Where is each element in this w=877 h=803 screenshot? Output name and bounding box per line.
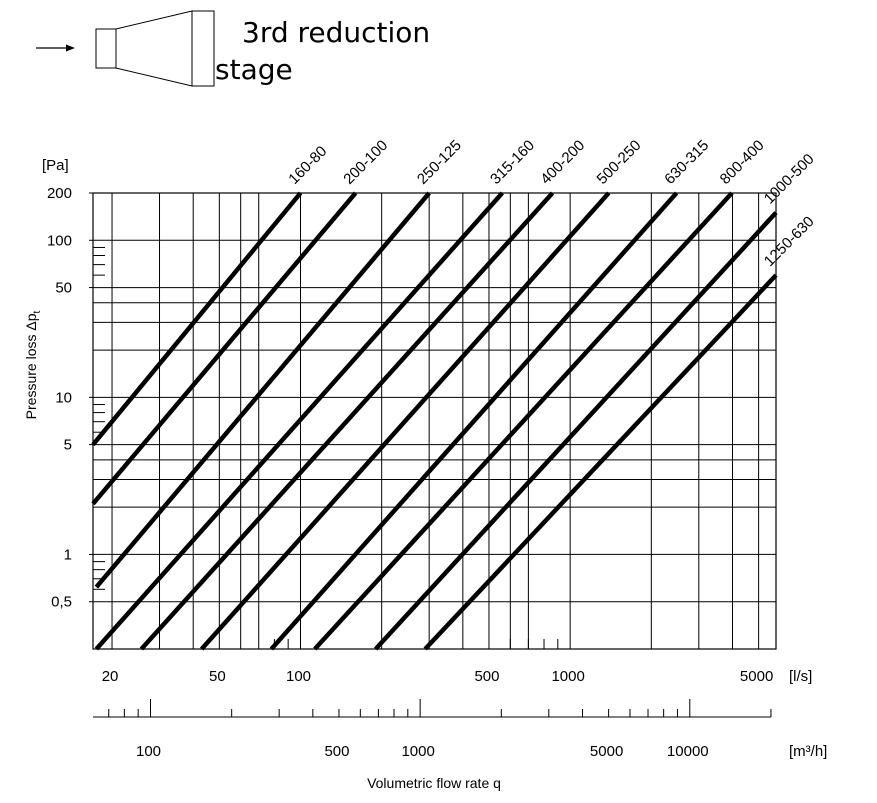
y-axis-label-main: Pressure loss Δp [23,313,39,419]
x2-axis-ticks [108,699,772,717]
series-label-160-80: 160-80 [285,143,330,188]
plot-frame [92,192,777,650]
y-tick-label: 1 [64,546,72,563]
series-line-630-315 [269,191,679,651]
flow-arrow-icon [36,44,75,52]
chart-title-line1: 3rd reduction [242,16,430,49]
x-tick-label: 500 [474,668,499,685]
series-line-800-400 [313,191,734,651]
series-line-400-200 [139,191,555,651]
series-label-200-100: 200-100 [340,137,391,188]
grid-lines [93,193,776,649]
series-line-1000-500 [374,211,778,651]
series-label-315-160: 315-160 [487,137,538,188]
x2-tick-label: 500 [324,743,349,760]
x-tick-label: 100 [286,668,311,685]
y-tick-label: 10 [55,389,72,406]
series-line-200-100 [91,191,358,506]
series-line-315-160 [94,191,504,651]
x-tick-labels: 20 50 100 500 1000 5000 [102,668,774,685]
x2-tick-label: 5000 [590,743,623,760]
reducer-icon [95,10,215,87]
series-line-500-250 [199,191,611,651]
x-tick-label: 1000 [551,668,584,685]
x2-unit-label: [m³/h] [789,743,827,760]
x2-tick-label: 10000 [667,743,709,760]
series-line-1250-630 [423,273,778,651]
y-axis-label-subscript: t [32,310,43,313]
y-tick-labels: 200 100 50 10 5 1 0,5 [47,185,93,611]
y-unit-label: [Pa] [42,157,69,174]
y-tick-label: 100 [47,232,72,249]
y-tick-label: 0,5 [51,594,72,611]
y-tick-label: 50 [55,280,72,297]
series-label-250-125: 250-125 [414,137,465,188]
x-axis-label: Volumetric flow rate q [367,775,501,791]
y-axis-label: Pressure loss Δpt [23,310,43,419]
series-label-500-250: 500-250 [594,137,645,188]
x-tick-label: 5000 [740,668,773,685]
x2-tick-label: 1000 [401,743,434,760]
series-label-400-200: 400-200 [537,137,588,188]
x-tick-label: 50 [209,668,226,685]
x-tick-label: 20 [102,668,119,685]
x2-tick-label: 100 [136,743,161,760]
chart-title-line2: stage [215,53,293,86]
y-tick-label: 200 [47,185,72,202]
minor-ticks [93,246,559,649]
series-labels: 160-80 200-100 250-125 315-160 400-200 500-25… [285,137,817,270]
series-line-160-80 [91,191,303,447]
x2-tick-labels: 100 500 1000 5000 10000 [136,743,709,760]
x-unit-label: [l/s] [789,668,812,685]
series-line-250-125 [94,191,431,589]
series-label-1000-500: 1000-500 [761,151,818,208]
y-tick-label: 5 [64,437,72,454]
series-label-800-400: 800-400 [717,137,768,188]
series-label-630-315: 630-315 [661,137,712,188]
series-lines [91,191,778,651]
